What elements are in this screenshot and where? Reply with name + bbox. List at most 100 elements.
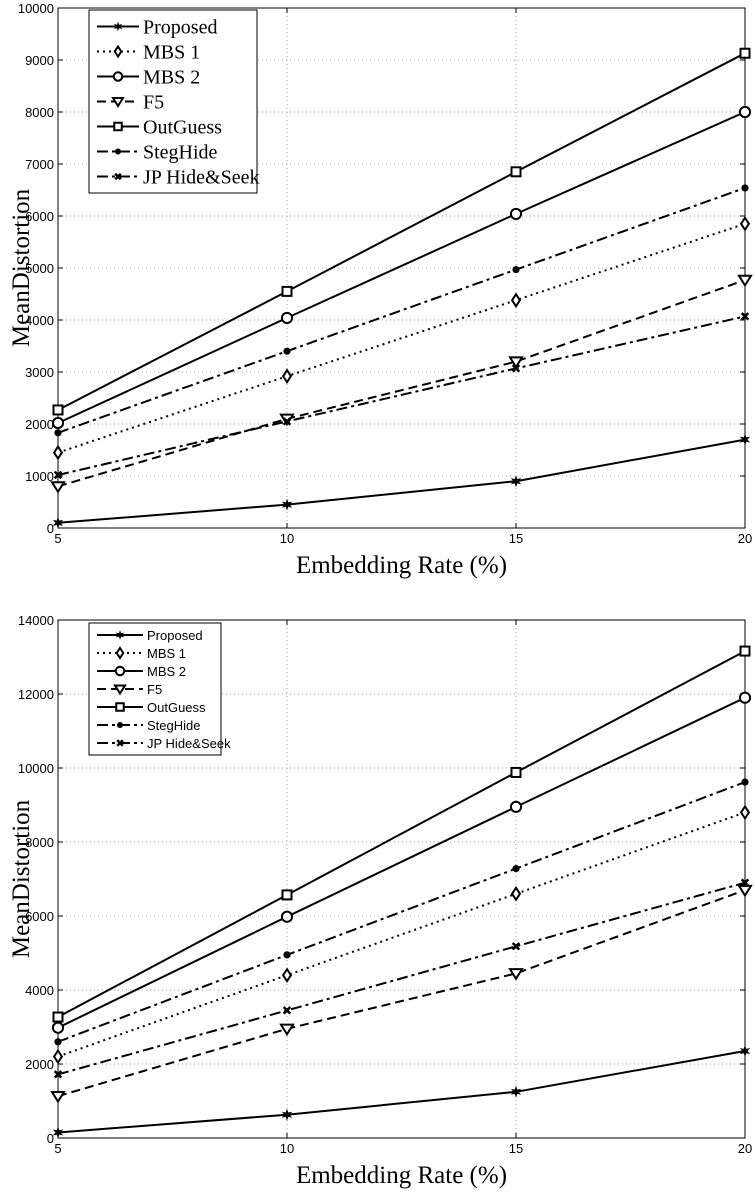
data-point	[512, 265, 520, 274]
series-line	[57, 1050, 746, 1134]
data-point	[280, 910, 294, 923]
y-tick-label: 10000	[18, 1, 54, 16]
legend-label: JP Hide&Seek	[147, 736, 231, 751]
series-jp-hide-seek	[53, 878, 750, 1079]
data-point	[51, 416, 65, 430]
legend-marker	[113, 684, 127, 696]
data-point	[281, 889, 293, 901]
data-point	[510, 766, 522, 778]
legend-label: StegHide	[143, 142, 218, 164]
legend-marker	[116, 739, 124, 747]
data-point	[511, 364, 521, 373]
series-line	[57, 881, 746, 1076]
legend-label: OutGuess	[143, 117, 222, 139]
y-tick-label: 6000	[25, 909, 54, 924]
y-tick-label: 10000	[18, 761, 54, 776]
chart-1: 5 10 15 20 0 1000 2000 3000 4000 5000 6000 7000 8000…	[8, 1, 753, 579]
data-point	[282, 417, 292, 426]
data-point	[511, 942, 521, 951]
series-line	[57, 696, 746, 1029]
data-point	[508, 356, 524, 369]
series-line	[57, 111, 746, 424]
data-point	[50, 1090, 66, 1104]
y-tick-label: 5000	[25, 261, 54, 276]
y-axis-label: MeanDistortion	[8, 188, 35, 347]
data-point	[54, 429, 62, 437]
legend-label: MBS 2	[143, 67, 200, 89]
y-tick-label: 7000	[25, 157, 54, 172]
x-axis-label: Embedding Rate (%)	[296, 1162, 507, 1189]
legend-marker	[111, 97, 125, 108]
data-point	[51, 1021, 65, 1034]
legend-marker	[113, 21, 123, 32]
data-point	[510, 1085, 522, 1098]
legend-marker	[115, 702, 125, 712]
data-point	[509, 207, 523, 221]
legend-label: MBS 2	[147, 664, 186, 679]
grid	[58, 620, 745, 1138]
y-tick-label: 0	[47, 521, 54, 536]
series-line	[57, 889, 746, 1098]
y-tick-label: 8000	[25, 105, 54, 120]
series-mbs-1	[52, 215, 751, 461]
data-point	[281, 498, 293, 511]
series-proposed	[52, 433, 751, 529]
data-point	[52, 1011, 64, 1023]
legend-label: F5	[147, 682, 162, 697]
legend-marker	[117, 722, 123, 728]
x-axis-label: Embedding Rate (%)	[296, 552, 507, 579]
series-jp-hide-seek	[53, 312, 750, 480]
data-point	[739, 215, 751, 232]
x-tick-label: 10	[280, 1141, 294, 1156]
y-tick-label: 6000	[25, 209, 54, 224]
legend-marker	[113, 44, 123, 59]
x-tick-label: 10	[280, 531, 294, 546]
y-tick-label: 9000	[25, 53, 54, 68]
legend: Proposed MBS 1 MBS 2 F5 OutGuess StegHide JP H…	[88, 622, 231, 756]
data-point	[52, 404, 64, 416]
data-point	[52, 1048, 64, 1065]
data-point	[739, 433, 751, 446]
tick-labels: 5 10 15 20 0 1000 2000 3000 4000 5000 6000 7000 8000…	[18, 1, 752, 546]
data-point	[279, 1023, 295, 1037]
y-tick-label: 2000	[25, 1057, 54, 1072]
legend-marker	[114, 665, 126, 677]
series-line	[57, 52, 746, 411]
data-point	[52, 444, 64, 461]
y-axis-label: MeanDistortion	[8, 799, 35, 958]
tick-labels: 5 10 15 20 0 2000 4000 6000 8000 10000 12000 14000	[18, 613, 752, 1156]
legend-marker	[112, 71, 124, 82]
x-tick-label: 5	[54, 1141, 61, 1156]
data-point	[738, 691, 752, 704]
x-tick-label: 20	[738, 531, 752, 546]
data-point	[737, 884, 753, 898]
y-tick-label: 4000	[25, 983, 54, 998]
legend: Proposed MBS 1 MBS 2 F5 OutGuess StegHide JP H…	[88, 9, 259, 194]
data-point	[52, 1126, 64, 1139]
y-tick-label: 4000	[25, 313, 54, 328]
data-point	[740, 312, 750, 321]
data-point	[283, 347, 291, 355]
y-tick-label: 0	[47, 1131, 54, 1146]
series-line	[57, 650, 746, 1018]
series-steghide	[54, 184, 749, 437]
data-point	[510, 885, 522, 902]
x-tick-label: 5	[54, 531, 61, 546]
data-point	[281, 285, 293, 297]
data-point	[50, 481, 66, 494]
legend-marker	[114, 172, 122, 181]
x-tick-label: 15	[509, 531, 523, 546]
data-point	[281, 368, 293, 384]
data-point	[54, 1038, 62, 1046]
legend-label: OutGuess	[147, 700, 206, 715]
data-point	[508, 968, 524, 981]
series-steghide	[54, 778, 749, 1046]
data-point	[739, 804, 751, 821]
series-line	[57, 315, 746, 476]
series-mbs-1	[52, 804, 751, 1065]
legend-label: F5	[143, 92, 164, 114]
data-point	[510, 166, 522, 178]
x-tick-label: 20	[738, 1141, 752, 1156]
data-point	[738, 105, 752, 119]
